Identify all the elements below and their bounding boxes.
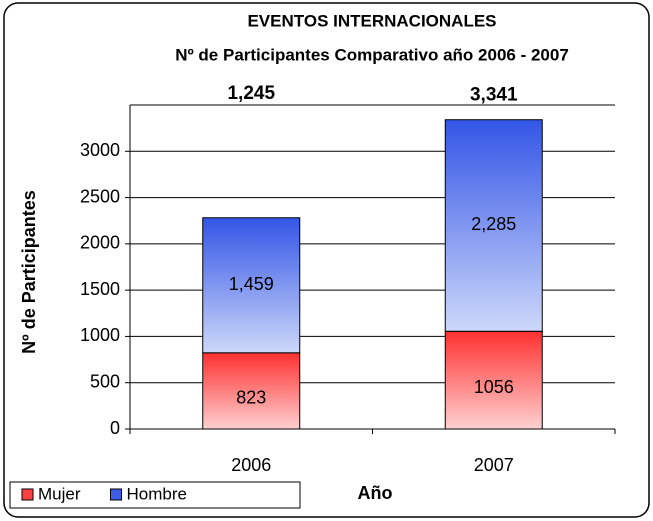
y-tick-label: 1500 (80, 279, 120, 299)
chart-subtitle: Nº de Participantes Comparativo año 2006… (175, 45, 569, 64)
y-tick-label: 3000 (80, 140, 120, 160)
value-label: 823 (236, 388, 266, 408)
y-tick-label: 1000 (80, 325, 120, 345)
value-label: 2,285 (471, 214, 516, 234)
y-tick-label: 0 (110, 418, 120, 438)
x-axis-label: Año (358, 483, 393, 503)
legend-label: Mujer (38, 484, 81, 503)
y-axis-label: Nº de Participantes (19, 190, 39, 354)
y-tick-label: 500 (90, 371, 120, 391)
legend-box (9, 481, 301, 509)
y-tick-label: 2000 (80, 233, 120, 253)
total-label: 1,245 (227, 83, 275, 104)
value-label: 1,459 (229, 274, 274, 294)
legend-swatch (21, 488, 34, 501)
chart-title: EVENTOS INTERNACIONALES (247, 11, 496, 30)
value-label: 1056 (474, 377, 514, 397)
total-label: 3,341 (470, 85, 518, 106)
bar-segment (202, 217, 301, 354)
frame (3, 2, 650, 518)
bar-segment (444, 330, 543, 430)
legend-label: Hombre (127, 484, 187, 503)
x-tick-label: 2007 (474, 455, 514, 475)
y-tick-label: 2500 (80, 186, 120, 206)
x-tick-label: 2006 (231, 455, 271, 475)
legend-swatch (110, 488, 123, 501)
bar-segment (444, 119, 543, 332)
